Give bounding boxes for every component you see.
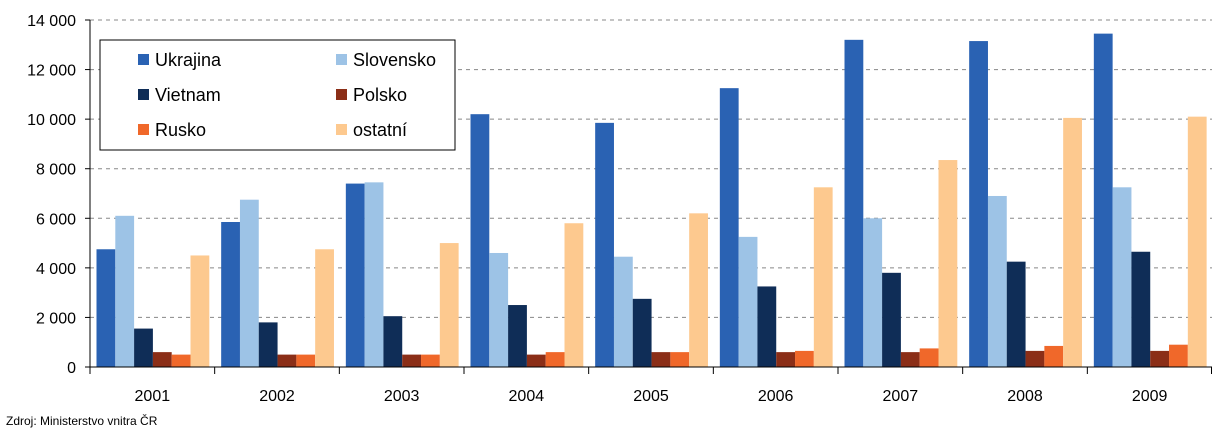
bar-ostatní-2009 <box>1187 116 1207 368</box>
legend-swatch-ostatní <box>336 124 347 135</box>
bar-slovensko-2005 <box>613 256 633 367</box>
x-tick-label: 2005 <box>633 388 669 405</box>
bar-polsko-2001 <box>152 352 172 367</box>
bar-slovensko-2004 <box>489 252 509 367</box>
bar-rusko-2008 <box>1044 345 1064 367</box>
bar-slovensko-2007 <box>863 218 883 367</box>
x-tick-label: 2001 <box>135 388 171 405</box>
y-tick-label: 8 000 <box>36 162 76 179</box>
bars <box>96 33 1207 368</box>
legend-swatch-ukrajina <box>138 54 149 65</box>
bar-rusko-2003 <box>421 354 440 367</box>
bar-polsko-2009 <box>1150 350 1170 367</box>
bar-polsko-2004 <box>526 354 546 367</box>
source-note: Zdroj: Ministerstvo vnitra ČR <box>6 413 158 428</box>
bar-rusko-2001 <box>171 354 191 367</box>
bar-ukrajina-2006 <box>719 88 739 368</box>
y-tick-label: 12 000 <box>27 63 76 80</box>
y-tick-label: 2 000 <box>36 310 76 327</box>
bar-slovensko-2006 <box>738 236 758 367</box>
bar-polsko-2008 <box>1025 350 1045 367</box>
bar-polsko-2006 <box>776 352 796 367</box>
bar-rusko-2009 <box>1169 344 1188 367</box>
bar-ukrajina-2004 <box>470 114 490 367</box>
bar-vietnam-2002 <box>258 322 278 367</box>
bar-ukrajina-2007 <box>844 39 864 367</box>
bar-ostatní-2002 <box>315 249 334 367</box>
x-tick-label: 2003 <box>384 388 420 405</box>
x-tick-label: 2002 <box>259 388 295 405</box>
legend-label-vietnam: Vietnam <box>155 85 221 105</box>
bar-polsko-2005 <box>651 352 671 367</box>
legend-label-rusko: Rusko <box>155 120 206 140</box>
bar-rusko-2004 <box>545 352 565 367</box>
y-tick-label: 0 <box>67 360 76 377</box>
bar-vietnam-2003 <box>383 316 403 367</box>
bar-slovensko-2008 <box>987 195 1007 367</box>
bar-ukrajina-2001 <box>96 249 116 367</box>
bar-ostatní-2003 <box>439 243 459 367</box>
bar-ostatní-2005 <box>689 213 708 367</box>
bar-polsko-2002 <box>277 354 297 367</box>
bar-slovensko-2002 <box>239 199 259 367</box>
gridlines <box>90 19 1212 318</box>
bar-ostatní-2008 <box>1063 117 1082 368</box>
legend-box <box>99 39 456 151</box>
x-tick-label: 2007 <box>883 388 919 405</box>
legend-label-polsko: Polsko <box>353 85 407 105</box>
x-axis-tick-labels: 2001 2002 2003 2004 2005 2006 2007 2008 2009 <box>135 388 1168 405</box>
bar-ukrajina-2005 <box>595 122 614 367</box>
legend-swatch-rusko <box>138 124 149 135</box>
bar-ukrajina-2008 <box>969 41 988 367</box>
bar-rusko-2005 <box>670 352 690 367</box>
bar-ukrajina-2002 <box>221 222 240 367</box>
bar-rusko-2007 <box>919 348 939 367</box>
bar-ostatní-2007 <box>938 160 958 367</box>
x-tick-label: 2004 <box>509 388 545 405</box>
bar-ostatní-2006 <box>813 187 833 367</box>
bar-vietnam-2005 <box>632 298 652 367</box>
legend-label-ukrajina: Ukrajina <box>155 50 222 70</box>
y-tick-label: 14 000 <box>27 13 76 30</box>
x-tick-label: 2006 <box>758 388 794 405</box>
bar-polsko-2007 <box>900 352 920 367</box>
bar-vietnam-2006 <box>757 286 777 367</box>
bar-vietnam-2004 <box>508 305 527 367</box>
bar-slovensko-2003 <box>364 182 384 367</box>
axes <box>89 20 1212 374</box>
legend: Ukrajina Slovensko Vietnam Polsko Rusko ostat… <box>99 39 456 151</box>
bar-vietnam-2007 <box>882 272 901 367</box>
legend-swatch-slovensko <box>336 54 347 65</box>
bar-ukrajina-2003 <box>345 183 365 367</box>
bar-slovensko-2001 <box>115 215 135 367</box>
bar-vietnam-2009 <box>1131 251 1151 367</box>
legend-label-ostatní: ostatní <box>353 120 407 140</box>
bar-vietnam-2008 <box>1006 261 1026 367</box>
y-tick-label: 10 000 <box>27 112 76 129</box>
bar-rusko-2002 <box>296 354 316 367</box>
x-tick-label: 2009 <box>1132 388 1168 405</box>
bar-ostatní-2001 <box>190 255 210 367</box>
legend-swatch-polsko <box>336 89 347 100</box>
y-tick-label: 4 000 <box>36 261 76 278</box>
bar-ukrajina-2009 <box>1093 33 1113 367</box>
legend-swatch-vietnam <box>138 89 149 100</box>
bar-rusko-2006 <box>795 350 814 367</box>
bar-vietnam-2001 <box>134 328 153 367</box>
x-tick-label: 2008 <box>1007 388 1043 405</box>
legend-label-slovensko: Slovensko <box>353 50 436 70</box>
bar-polsko-2003 <box>402 354 422 367</box>
y-tick-label: 6 000 <box>36 211 76 228</box>
bar-ostatní-2004 <box>564 223 584 367</box>
y-axis-tick-labels: 0 2 000 4 000 6 000 8 000 10 000 12 000 14 000 <box>27 13 90 377</box>
bar-slovensko-2009 <box>1112 187 1132 367</box>
